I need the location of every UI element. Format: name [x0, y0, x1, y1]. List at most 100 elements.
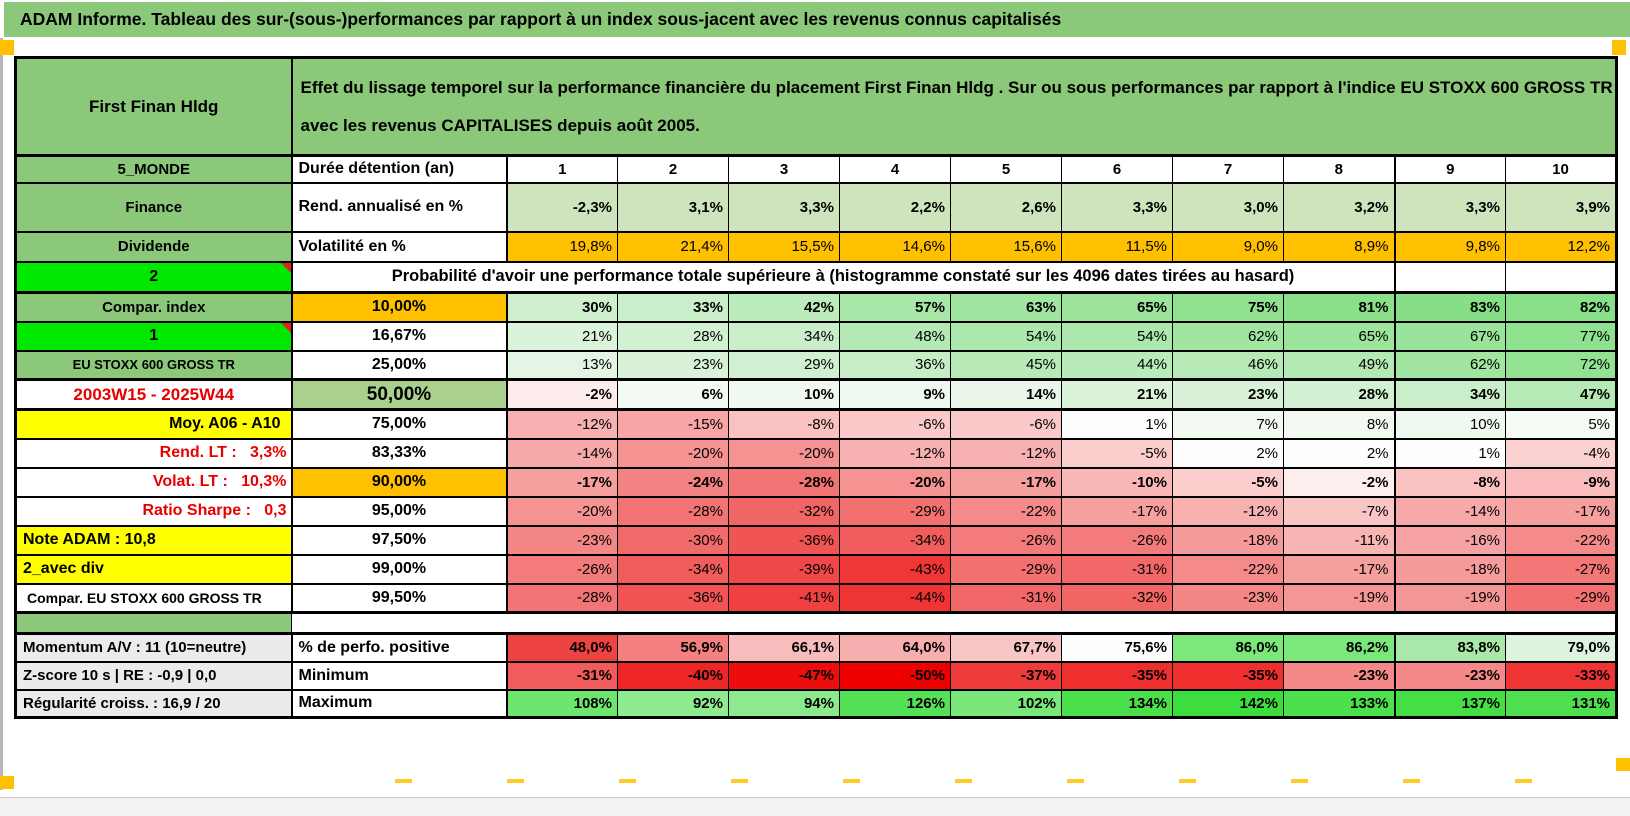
metric-label-cell[interactable]: 75,00% [290, 408, 507, 440]
data-cell[interactable]: 133% [1283, 688, 1395, 719]
data-cell[interactable]: 72% [1504, 349, 1618, 381]
data-cell[interactable]: 9 [1393, 154, 1506, 184]
data-cell[interactable]: 34% [1393, 378, 1506, 411]
data-cell[interactable]: 83% [1393, 291, 1506, 323]
data-cell[interactable]: -17% [950, 466, 1062, 498]
data-cell[interactable] [1504, 260, 1618, 294]
metric-label-cell[interactable]: 83,33% [290, 437, 507, 469]
data-cell[interactable]: -14% [505, 437, 618, 469]
data-cell[interactable]: 79,0% [1504, 632, 1618, 663]
data-cell[interactable]: 1 [505, 154, 618, 184]
data-cell[interactable]: 6% [617, 378, 729, 411]
data-cell[interactable]: 33% [617, 291, 729, 323]
metric-label-cell[interactable]: 99,50% [290, 582, 507, 614]
data-cell[interactable]: -5% [1061, 437, 1173, 469]
data-cell[interactable]: 2 [617, 154, 729, 184]
data-cell[interactable]: 9,8% [1393, 230, 1506, 263]
metric-label-cell[interactable]: 25,00% [290, 349, 507, 381]
data-cell[interactable]: 49% [1283, 349, 1395, 381]
data-cell[interactable]: -22% [950, 495, 1062, 527]
metric-label-cell[interactable]: % de perfo. positive [290, 632, 507, 663]
row-label-cell[interactable]: EU STOXX 600 GROSS TR [15, 349, 292, 381]
data-cell[interactable]: -32% [1061, 582, 1173, 614]
data-cell[interactable]: -31% [950, 582, 1062, 614]
data-cell[interactable]: 94% [728, 688, 840, 719]
data-cell[interactable]: -34% [617, 553, 729, 585]
data-cell[interactable]: 15,6% [950, 230, 1062, 263]
row-label-cell[interactable]: Rend. LT : 3,3% [15, 437, 292, 469]
metric-label-cell[interactable]: Minimum [290, 660, 507, 691]
data-cell[interactable]: -28% [728, 466, 840, 498]
metric-label-cell[interactable]: 99,00% [290, 553, 507, 585]
data-cell[interactable]: 12,2% [1504, 230, 1618, 263]
data-cell[interactable]: -19% [1283, 582, 1395, 614]
data-cell[interactable]: 11,5% [1061, 230, 1173, 263]
data-cell[interactable]: -12% [505, 408, 618, 440]
data-cell[interactable]: 14% [950, 378, 1062, 411]
data-cell[interactable]: 8,9% [1283, 230, 1395, 263]
data-cell[interactable]: 82% [1504, 291, 1618, 323]
row-label-cell[interactable]: 1 [15, 320, 292, 352]
data-cell[interactable]: 13% [505, 349, 618, 381]
data-cell[interactable]: -4% [1504, 437, 1618, 469]
data-cell[interactable]: -29% [1504, 582, 1618, 614]
data-cell[interactable]: -33% [1504, 660, 1618, 691]
data-cell[interactable]: 1% [1393, 437, 1506, 469]
row-label-cell[interactable]: 5_MONDE [15, 154, 292, 184]
data-cell[interactable]: -24% [617, 466, 729, 498]
data-cell[interactable]: 2% [1283, 437, 1395, 469]
data-cell[interactable]: -32% [728, 495, 840, 527]
metric-label-cell[interactable]: Durée détention (an) [290, 154, 507, 184]
data-cell[interactable]: -18% [1172, 524, 1284, 556]
description-cell[interactable]: Effet du lissage temporel sur la perform… [290, 56, 1618, 157]
data-cell[interactable]: -23% [1283, 660, 1395, 691]
data-cell[interactable]: 56,9% [617, 632, 729, 663]
row-label-cell[interactable]: Compar. EU STOXX 600 GROSS TR [15, 582, 292, 614]
data-cell[interactable]: -8% [1393, 466, 1506, 498]
row-label-cell[interactable]: Volat. LT : 10,3% [15, 466, 292, 498]
data-cell[interactable]: 86,0% [1172, 632, 1284, 663]
data-cell[interactable]: 10% [728, 378, 840, 411]
data-cell[interactable]: 66,1% [728, 632, 840, 663]
metric-label-cell[interactable]: 16,67% [290, 320, 507, 352]
data-cell[interactable]: 29% [728, 349, 840, 381]
data-cell[interactable]: -10% [1061, 466, 1173, 498]
data-cell[interactable]: 75,6% [1061, 632, 1173, 663]
data-cell[interactable]: 48,0% [505, 632, 618, 663]
data-cell[interactable]: 126% [839, 688, 951, 719]
data-cell[interactable]: -2% [1283, 466, 1395, 498]
data-cell[interactable]: -29% [950, 553, 1062, 585]
data-cell[interactable]: 83,8% [1393, 632, 1506, 663]
data-cell[interactable]: -12% [950, 437, 1062, 469]
row-label-cell[interactable]: Note ADAM : 10,8 [15, 524, 292, 556]
data-cell[interactable]: 4 [839, 154, 951, 184]
data-cell[interactable]: 23% [1172, 378, 1284, 411]
data-cell[interactable]: -47% [728, 660, 840, 691]
row-label-cell[interactable]: 2_avec div [15, 553, 292, 585]
data-cell[interactable]: 23% [617, 349, 729, 381]
data-cell[interactable]: -20% [617, 437, 729, 469]
data-cell[interactable]: -16% [1393, 524, 1506, 556]
data-cell[interactable]: 19,8% [505, 230, 618, 263]
data-cell[interactable]: -6% [950, 408, 1062, 440]
data-cell[interactable]: 1% [1061, 408, 1173, 440]
data-cell[interactable]: -50% [839, 660, 951, 691]
data-cell[interactable]: -23% [505, 524, 618, 556]
data-cell[interactable]: -36% [728, 524, 840, 556]
data-cell[interactable]: 10 [1504, 154, 1618, 184]
data-cell[interactable]: -26% [505, 553, 618, 585]
data-cell[interactable]: 7% [1172, 408, 1284, 440]
data-cell[interactable]: -35% [1061, 660, 1173, 691]
data-cell[interactable]: -11% [1283, 524, 1395, 556]
data-cell[interactable]: -41% [728, 582, 840, 614]
data-cell[interactable]: -26% [950, 524, 1062, 556]
data-cell[interactable]: 6 [1061, 154, 1173, 184]
data-cell[interactable]: -29% [839, 495, 951, 527]
data-cell[interactable]: 3,9% [1504, 181, 1618, 233]
data-cell[interactable]: -28% [505, 582, 618, 614]
row-label-cell[interactable]: Ratio Sharpe : 0,3 [15, 495, 292, 527]
data-cell[interactable]: 54% [1061, 320, 1173, 352]
data-cell[interactable]: 3,1% [617, 181, 729, 233]
data-cell[interactable]: -31% [505, 660, 618, 691]
data-cell[interactable]: 3,3% [1393, 181, 1506, 233]
